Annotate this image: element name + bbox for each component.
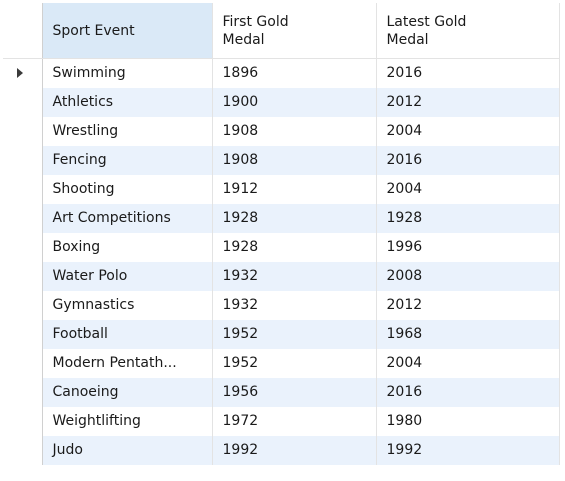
row-header-cell[interactable]: [3, 145, 43, 175]
table-row[interactable]: Weightlifting 1972 1980: [3, 406, 560, 436]
cell-latest-gold-medal[interactable]: 2012: [376, 87, 560, 117]
cell-sport-event[interactable]: Weightlifting: [42, 406, 213, 436]
row-header-cell[interactable]: [3, 87, 43, 117]
row-header-cell[interactable]: [3, 232, 43, 262]
table-row[interactable]: Boxing 1928 1996: [3, 232, 560, 262]
cell-latest-gold-medal[interactable]: 1992: [376, 435, 560, 465]
column-header-label: Medal: [222, 31, 265, 48]
cell-latest-gold-medal[interactable]: 2012: [376, 290, 560, 320]
column-header-first-gold-medal[interactable]: First Gold Medal: [212, 3, 377, 59]
cell-sport-event[interactable]: Gymnastics: [42, 290, 213, 320]
table-row[interactable]: Canoeing 1956 2016: [3, 377, 560, 407]
cell-sport-event[interactable]: Swimming: [42, 58, 213, 88]
column-header-label: Sport Event: [52, 22, 135, 39]
cell-first-gold-medal[interactable]: 1908: [212, 145, 377, 175]
row-header-cell[interactable]: [3, 290, 43, 320]
cell-first-gold-medal[interactable]: 1928: [212, 203, 377, 233]
cell-sport-event[interactable]: Wrestling: [42, 116, 213, 146]
table-row[interactable]: Swimming 1896 2016: [3, 58, 560, 88]
row-header-corner[interactable]: [3, 3, 43, 59]
row-header-cell[interactable]: [3, 261, 43, 291]
cell-sport-event[interactable]: Judo: [42, 435, 213, 465]
cell-latest-gold-medal[interactable]: 2016: [376, 377, 560, 407]
cell-first-gold-medal[interactable]: 1992: [212, 435, 377, 465]
cell-sport-event[interactable]: Water Polo: [42, 261, 213, 291]
cell-first-gold-medal[interactable]: 1952: [212, 348, 377, 378]
cell-sport-event[interactable]: Modern Pentath...: [42, 348, 213, 378]
row-header-cell[interactable]: [3, 435, 43, 465]
row-header-cell[interactable]: [3, 406, 43, 436]
cell-sport-event[interactable]: Fencing: [42, 145, 213, 175]
cell-sport-event[interactable]: Athletics: [42, 87, 213, 117]
column-header-sport-event[interactable]: Sport Event: [42, 3, 213, 59]
table-row[interactable]: Art Competitions 1928 1928: [3, 203, 560, 233]
row-header-cell[interactable]: [3, 319, 43, 349]
results-table: Sport Event First Gold Medal Latest Gold…: [3, 3, 560, 465]
column-header-label: First Gold: [222, 13, 289, 30]
table-row[interactable]: Shooting 1912 2004: [3, 174, 560, 204]
cell-sport-event[interactable]: Football: [42, 319, 213, 349]
row-header-cell[interactable]: [3, 174, 43, 204]
row-header-cell[interactable]: [3, 58, 43, 88]
current-row-indicator-icon: [17, 68, 23, 78]
table-row[interactable]: Fencing 1908 2016: [3, 145, 560, 175]
table-row[interactable]: Wrestling 1908 2004: [3, 116, 560, 146]
cell-first-gold-medal[interactable]: 1908: [212, 116, 377, 146]
cell-latest-gold-medal[interactable]: 1996: [376, 232, 560, 262]
cell-first-gold-medal[interactable]: 1956: [212, 377, 377, 407]
cell-first-gold-medal[interactable]: 1928: [212, 232, 377, 262]
cell-latest-gold-medal[interactable]: 2008: [376, 261, 560, 291]
header-row: Sport Event First Gold Medal Latest Gold…: [3, 3, 560, 59]
cell-first-gold-medal[interactable]: 1972: [212, 406, 377, 436]
cell-sport-event[interactable]: Canoeing: [42, 377, 213, 407]
row-header-cell[interactable]: [3, 203, 43, 233]
table-row[interactable]: Judo 1992 1992: [3, 435, 560, 465]
table-row[interactable]: Football 1952 1968: [3, 319, 560, 349]
cell-sport-event[interactable]: Boxing: [42, 232, 213, 262]
cell-latest-gold-medal[interactable]: 2004: [376, 116, 560, 146]
cell-first-gold-medal[interactable]: 1932: [212, 261, 377, 291]
cell-latest-gold-medal[interactable]: 1928: [376, 203, 560, 233]
table-row[interactable]: Athletics 1900 2012: [3, 87, 560, 117]
cell-latest-gold-medal[interactable]: 2016: [376, 145, 560, 175]
cell-sport-event[interactable]: Shooting: [42, 174, 213, 204]
row-header-cell[interactable]: [3, 116, 43, 146]
column-header-label: Latest Gold: [386, 13, 467, 30]
cell-first-gold-medal[interactable]: 1932: [212, 290, 377, 320]
cell-latest-gold-medal[interactable]: 1980: [376, 406, 560, 436]
table-row[interactable]: Gymnastics 1932 2012: [3, 290, 560, 320]
cell-first-gold-medal[interactable]: 1900: [212, 87, 377, 117]
table-row[interactable]: Modern Pentath... 1952 2004: [3, 348, 560, 378]
column-header-label: Medal: [386, 31, 429, 48]
cell-first-gold-medal[interactable]: 1912: [212, 174, 377, 204]
cell-latest-gold-medal[interactable]: 2004: [376, 174, 560, 204]
cell-first-gold-medal[interactable]: 1896: [212, 58, 377, 88]
cell-latest-gold-medal[interactable]: 2004: [376, 348, 560, 378]
table-row[interactable]: Water Polo 1932 2008: [3, 261, 560, 291]
row-header-cell[interactable]: [3, 377, 43, 407]
cell-sport-event[interactable]: Art Competitions: [42, 203, 213, 233]
results-grid[interactable]: Sport Event First Gold Medal Latest Gold…: [3, 3, 562, 475]
cell-latest-gold-medal[interactable]: 2016: [376, 58, 560, 88]
cell-latest-gold-medal[interactable]: 1968: [376, 319, 560, 349]
row-header-cell[interactable]: [3, 348, 43, 378]
cell-first-gold-medal[interactable]: 1952: [212, 319, 377, 349]
column-header-latest-gold-medal[interactable]: Latest Gold Medal: [376, 3, 560, 59]
